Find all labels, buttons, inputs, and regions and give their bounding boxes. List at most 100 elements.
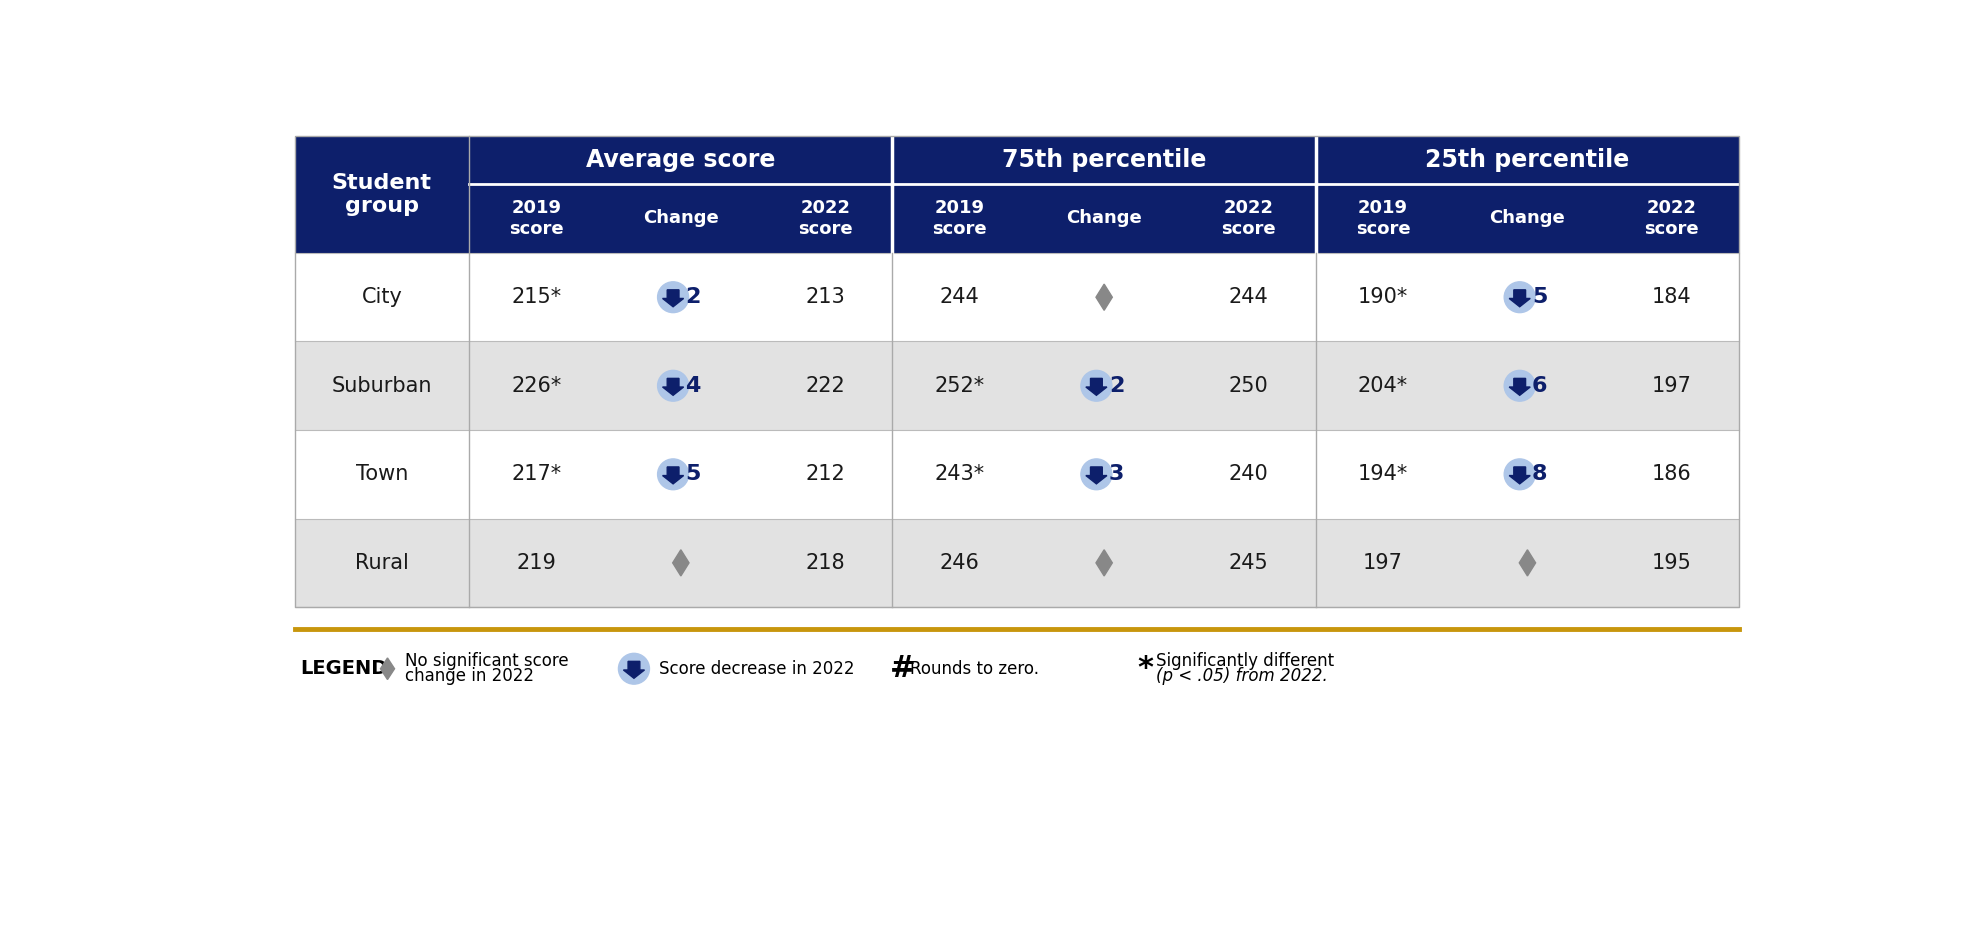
Text: 240: 240 [1228,464,1268,484]
Circle shape [1081,370,1111,401]
Polygon shape [1095,284,1113,310]
Text: 3: 3 [1109,464,1125,484]
Bar [893,183,1028,253]
Bar [758,253,893,341]
Text: 2: 2 [686,288,700,307]
Text: 2022
score: 2022 score [1222,199,1276,238]
Text: 244: 244 [1228,288,1268,307]
Circle shape [1081,459,1111,490]
Bar [1028,519,1180,607]
Bar [1028,430,1180,519]
Bar [294,253,468,341]
Bar [1450,430,1605,519]
Circle shape [1504,282,1536,313]
Bar [1315,341,1450,430]
Text: LEGEND: LEGEND [302,659,389,679]
Bar [603,341,758,430]
Text: 6: 6 [1532,376,1548,396]
Polygon shape [1085,467,1107,484]
Bar [1180,183,1315,253]
Bar [1450,341,1605,430]
Bar [468,430,603,519]
Bar [1605,183,1740,253]
Polygon shape [1095,550,1113,576]
Text: Rural: Rural [355,553,409,572]
Text: 2019
score: 2019 score [510,199,563,238]
Bar [294,136,468,253]
Bar [468,519,603,607]
Circle shape [657,370,688,401]
Bar [1180,253,1315,341]
Polygon shape [673,550,688,576]
Text: (p < .05) from 2022.: (p < .05) from 2022. [1157,667,1327,685]
Text: 5: 5 [686,464,700,484]
Text: 250: 250 [1228,376,1268,396]
Bar [1028,183,1180,253]
Bar [893,519,1028,607]
Circle shape [657,282,688,313]
Text: 204*: 204* [1357,376,1409,396]
Text: 2022
score: 2022 score [1645,199,1698,238]
Bar [1605,519,1740,607]
Text: 243*: 243* [934,464,984,484]
Text: 186: 186 [1653,464,1692,484]
Text: 226*: 226* [512,376,561,396]
Text: 244: 244 [940,288,980,307]
Text: Town: Town [355,464,409,484]
Text: 212: 212 [806,464,845,484]
Text: 25th percentile: 25th percentile [1425,148,1629,172]
Bar [468,183,603,253]
Text: 4: 4 [686,376,700,396]
Bar [1605,341,1740,430]
Text: #: # [889,654,915,683]
Bar [603,183,758,253]
Text: 245: 245 [1228,553,1268,572]
Text: 2: 2 [1109,376,1125,396]
Polygon shape [663,290,684,306]
Bar [468,136,893,183]
Bar [1605,430,1740,519]
Bar [1450,253,1605,341]
Text: 5: 5 [1532,288,1548,307]
Text: Suburban: Suburban [331,376,433,396]
Text: Significantly different: Significantly different [1157,652,1335,670]
Bar [1315,519,1450,607]
Bar [1180,519,1315,607]
Polygon shape [1520,550,1536,576]
Bar [1315,430,1450,519]
Bar [603,430,758,519]
Text: 8: 8 [1532,464,1548,484]
Text: Score decrease in 2022: Score decrease in 2022 [659,660,855,678]
Circle shape [1504,459,1536,490]
Bar [893,341,1028,430]
Text: 218: 218 [806,553,845,572]
Text: Change: Change [1065,210,1143,227]
Text: 215*: 215* [512,288,561,307]
Circle shape [1504,370,1536,401]
Polygon shape [663,379,684,396]
Bar [758,430,893,519]
Bar [758,519,893,607]
Text: Student
group: Student group [331,173,433,216]
Text: City: City [361,288,403,307]
Bar [294,519,468,607]
Bar [1315,253,1450,341]
Text: 246: 246 [940,553,980,572]
Bar [294,430,468,519]
Bar [1028,341,1180,430]
Text: 213: 213 [806,288,845,307]
Text: 2019
score: 2019 score [932,199,986,238]
Text: Average score: Average score [585,148,776,172]
Text: 252*: 252* [934,376,984,396]
Text: 197: 197 [1363,553,1403,572]
Text: Change: Change [1490,210,1565,227]
Text: 2022
score: 2022 score [798,199,853,238]
Bar [893,430,1028,519]
Bar [893,253,1028,341]
Bar [1180,341,1315,430]
Text: change in 2022: change in 2022 [405,667,534,685]
Text: 75th percentile: 75th percentile [1002,148,1206,172]
Bar [294,136,1740,607]
Text: 222: 222 [806,376,845,396]
Text: 195: 195 [1653,553,1692,572]
